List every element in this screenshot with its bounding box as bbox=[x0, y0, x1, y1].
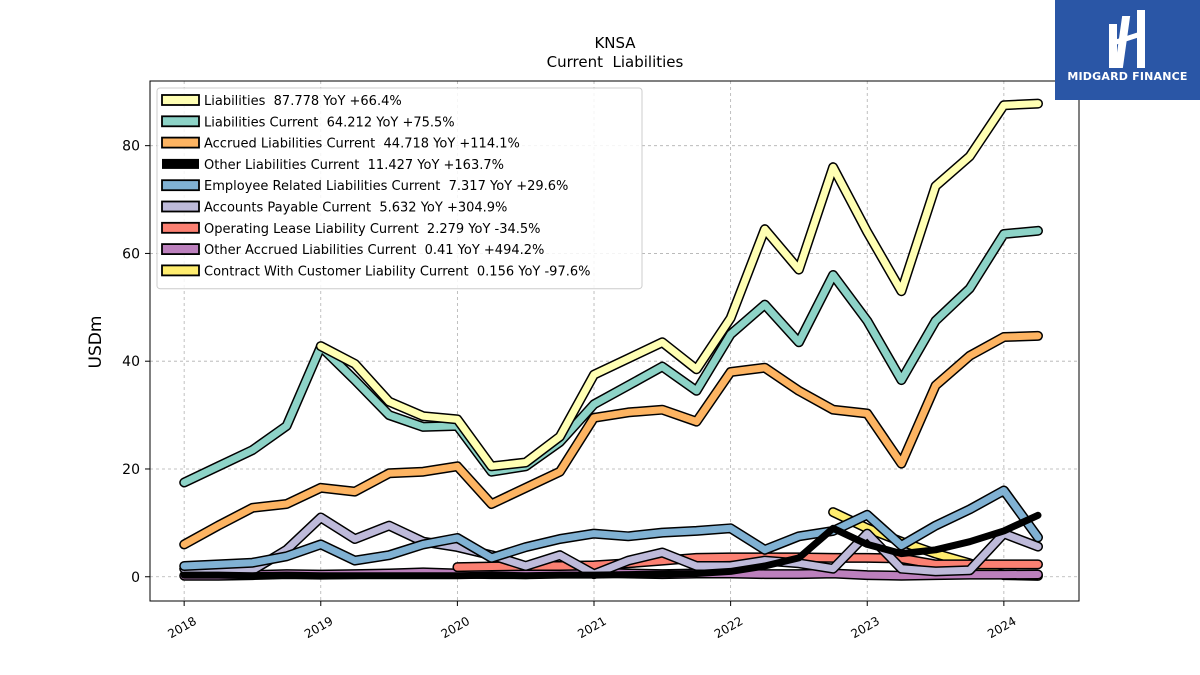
legend-entry: Liabilities Current 64.212 YoY +75.5% bbox=[161, 115, 455, 130]
legend-swatch bbox=[161, 115, 200, 128]
x-tick-label: 2024 bbox=[985, 614, 1018, 641]
series-line bbox=[180, 332, 1042, 548]
y-tick-label: 0 bbox=[131, 570, 140, 586]
legend-entry: Employee Related Liabilities Current 7.3… bbox=[161, 179, 568, 194]
legend-label: Operating Lease Liability Current 2.279 … bbox=[204, 222, 541, 237]
legend-label: Accrued Liabilities Current 44.718 YoY +… bbox=[204, 137, 520, 152]
brand-mark-icon bbox=[1109, 10, 1146, 68]
legend-box bbox=[156, 87, 643, 290]
y-tick-label: 20 bbox=[122, 462, 140, 478]
x-tick-label: 2018 bbox=[165, 614, 198, 641]
legend-entry: Liabilities 87.778 YoY +66.4% bbox=[161, 94, 402, 109]
series-2 bbox=[179, 330, 1043, 550]
legend-label: Liabilities 87.778 YoY +66.4% bbox=[204, 94, 402, 109]
series-4 bbox=[179, 485, 1043, 571]
legend-entry: Accounts Payable Current 5.632 YoY +304.… bbox=[161, 200, 507, 216]
series-line bbox=[317, 100, 1042, 470]
legend-swatch bbox=[162, 158, 199, 169]
series-line bbox=[180, 511, 1042, 580]
legend-label: Accounts Payable Current 5.632 YoY +304.… bbox=[204, 201, 507, 216]
legend-swatch bbox=[161, 243, 200, 256]
legend-swatch bbox=[161, 200, 200, 213]
y-axis-label: USDm bbox=[86, 316, 106, 369]
legend-label: Other Liabilities Current 11.427 YoY +16… bbox=[204, 158, 504, 173]
plot-frame bbox=[149, 80, 1080, 602]
legend: Liabilities 87.778 YoY +66.4% Liabilities… bbox=[156, 87, 643, 290]
legend-label: Employee Related Liabilities Current 7.3… bbox=[204, 179, 568, 194]
legend-label: Contract With Customer Liability Current… bbox=[204, 264, 590, 279]
chart-title: KNSA bbox=[594, 34, 636, 52]
series-line bbox=[453, 553, 1042, 571]
series-line bbox=[180, 487, 1042, 570]
legend-swatch bbox=[161, 264, 200, 277]
series-0 bbox=[315, 98, 1043, 472]
x-tick-label: 2019 bbox=[302, 614, 335, 641]
x-tick-label: 2020 bbox=[439, 614, 472, 641]
y-tick-label: 60 bbox=[122, 246, 140, 262]
legend-entry: Operating Lease Liability Current 2.279 … bbox=[161, 221, 541, 237]
legend-swatch bbox=[161, 94, 200, 106]
legend-label: Other Accrued Liabilities Current 0.41 Y… bbox=[204, 243, 544, 258]
legend-entry: Other Accrued Liabilities Current 0.41 Y… bbox=[161, 243, 544, 258]
series-6 bbox=[452, 552, 1043, 573]
legend-entry: Accrued Liabilities Current 44.718 YoY +… bbox=[161, 136, 520, 152]
y-tick-label: 80 bbox=[122, 139, 140, 155]
legend-label: Liabilities Current 64.212 YoY +75.5% bbox=[204, 115, 455, 130]
brand-name: MIDGARD FINANCE bbox=[1067, 70, 1188, 83]
brand-logo: MIDGARD FINANCE bbox=[1055, 0, 1200, 100]
legend-swatch bbox=[161, 179, 200, 192]
series-5 bbox=[179, 512, 1043, 580]
legend-swatch bbox=[161, 221, 200, 234]
legend-swatch bbox=[161, 136, 200, 149]
y-tick-label: 40 bbox=[122, 354, 140, 370]
x-tick-label: 2023 bbox=[849, 614, 882, 641]
chart-subtitle: Current Liabilities bbox=[547, 53, 684, 71]
legend-entry: Contract With Customer Liability Current… bbox=[161, 264, 590, 279]
series-lines bbox=[179, 98, 1043, 581]
series-3 bbox=[180, 511, 1042, 580]
series-line bbox=[180, 514, 1042, 578]
legend-entry: Other Liabilities Current 11.427 YoY +16… bbox=[162, 158, 504, 173]
x-tick-label: 2022 bbox=[712, 614, 745, 641]
x-tick-label: 2021 bbox=[575, 614, 608, 641]
